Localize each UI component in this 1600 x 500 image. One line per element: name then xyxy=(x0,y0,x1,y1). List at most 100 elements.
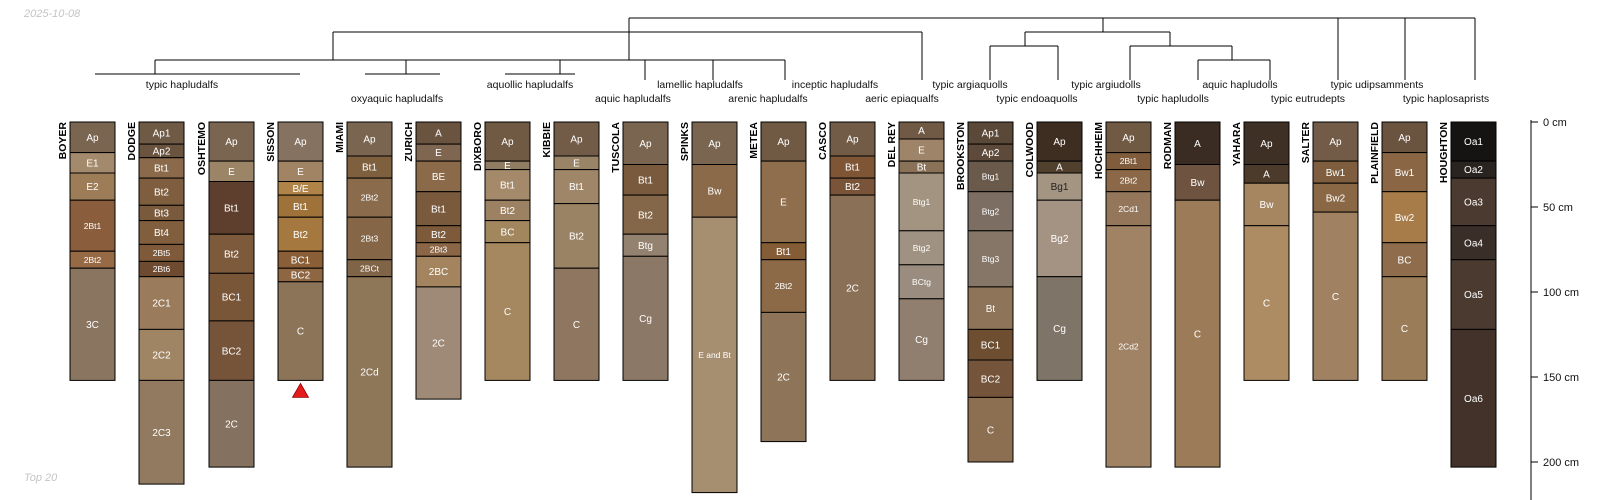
horizon-label: Bw1 xyxy=(1395,168,1415,179)
horizon-c xyxy=(1174,199,1221,468)
horizon-label: E xyxy=(918,146,925,157)
horizon-label: C xyxy=(573,320,580,331)
horizon-label: Bw1 xyxy=(1326,168,1346,179)
footer-caption: Top 20 xyxy=(24,472,58,484)
profile-houghton: HOUGHTON Oa1 Oa2 Oa3 Oa4 Oa5 Oa6 xyxy=(1438,121,1497,468)
horizon-label: BE xyxy=(432,172,446,183)
horizon-label: Cg xyxy=(639,314,652,325)
date-stamp: 2025-10-08 xyxy=(24,8,81,20)
horizon-label: 2C3 xyxy=(152,428,171,439)
horizon-label: Ap xyxy=(501,137,514,148)
taxonomy-label-typic-argiudolls: typic argiudolls xyxy=(1071,79,1140,91)
horizon-label: A xyxy=(435,129,442,140)
horizon-label: A xyxy=(1194,139,1201,150)
horizon-c xyxy=(1312,211,1359,381)
horizon-label: C xyxy=(1401,324,1408,335)
profile-name: RODMAN xyxy=(1162,122,1174,169)
horizon-label: A xyxy=(1056,163,1063,174)
horizon-c xyxy=(484,242,531,381)
taxonomy-label-typic-udipsamments: typic udipsamments xyxy=(1331,79,1424,91)
taxonomy-label-typic-hapludalfs: typic hapludalfs xyxy=(146,79,218,91)
horizon-label: E1 xyxy=(86,158,99,169)
horizon-label: 2C xyxy=(846,283,859,294)
horizon-label: Ap1 xyxy=(153,129,171,140)
horizon-2c3 xyxy=(138,379,185,485)
horizon-bg2 xyxy=(1036,199,1083,278)
horizon-ap xyxy=(208,121,255,162)
horizon-label: Ap xyxy=(86,133,99,144)
horizon-oa1 xyxy=(1450,121,1497,162)
horizon-bw1 xyxy=(1381,152,1428,193)
horizon-label: Ap xyxy=(1053,137,1066,148)
profile-name: DIXBORO xyxy=(472,122,484,171)
horizon-label: Bg1 xyxy=(1051,182,1069,193)
horizon-label: Btg2 xyxy=(982,206,1000,216)
horizon-label: Ap xyxy=(1260,139,1273,150)
taxonomy-labels: typic hapludalfs oxyaquic hapludalfs aquol… xyxy=(146,79,1489,105)
horizon-label: 2C xyxy=(432,339,445,350)
horizon-label: Bt1 xyxy=(431,204,446,215)
horizon-label: Bt1 xyxy=(362,163,377,174)
profile-name: METEA xyxy=(748,122,760,159)
horizon-bc1 xyxy=(208,272,255,322)
horizon-label: 2BC xyxy=(429,267,448,278)
profile-name: SPINKS xyxy=(679,122,691,161)
profile-name: TUSCOLA xyxy=(610,122,622,173)
profile-tuscola: TUSCOLA Ap Bt1 Bt2 Btg Cg xyxy=(610,121,669,381)
horizon-3c xyxy=(69,267,116,381)
taxonomy-label-aeric-epiaqualfs: aeric epiaqualfs xyxy=(865,93,939,105)
horizon-label: Bg2 xyxy=(1051,234,1069,245)
horizon-label: BC1 xyxy=(222,293,242,304)
horizon-2cd xyxy=(346,276,393,468)
depth-tick-label: 0 cm xyxy=(1543,117,1567,129)
horizon-label: 2Bt2 xyxy=(1120,176,1138,186)
horizon-label: Oa1 xyxy=(1464,137,1483,148)
profile-salter: SALTER Ap Bw1 Bw2 C xyxy=(1300,121,1359,381)
horizon-label: Oa3 xyxy=(1464,198,1483,209)
horizon-label: Bt1 xyxy=(154,164,169,175)
profile-name: KIBBIE xyxy=(541,122,553,158)
horizon-cg xyxy=(1036,276,1083,381)
horizon-label: B/E xyxy=(292,184,308,195)
horizon-label: Ap xyxy=(294,137,307,148)
profile-name: HOCHHEIM xyxy=(1093,122,1105,179)
horizon-ap xyxy=(69,121,116,154)
profile-casco: CASCO Ap Bt1 Bt2 2C xyxy=(817,121,876,381)
profile-name: COLWOOD xyxy=(1024,122,1036,178)
horizon-ap xyxy=(277,121,324,162)
horizon-label: Cg xyxy=(915,335,928,346)
horizon-label: Bw xyxy=(1260,200,1275,211)
horizon-label: Bt2 xyxy=(845,182,860,193)
horizon-label: Bt2 xyxy=(500,206,515,217)
horizon-cg xyxy=(898,298,945,381)
profile-name: PLAINFIELD xyxy=(1369,122,1381,184)
profile-name: BOYER xyxy=(57,122,69,160)
horizon-ap xyxy=(1105,121,1152,154)
dendrogram xyxy=(95,17,1476,80)
horizon-label: E xyxy=(228,167,235,178)
profile-yahara: YAHARA Ap A Bw C xyxy=(1231,121,1290,381)
profile-del-rey: DEL REY AE Bt Btg1 Btg2 BCtg Cg xyxy=(886,121,945,381)
profile-name: DODGE xyxy=(126,122,138,161)
profile-name: DEL REY xyxy=(886,122,898,167)
horizon-label: BC xyxy=(1398,255,1412,266)
horizon-label: BC1 xyxy=(291,255,311,266)
horizon-label: C xyxy=(1332,292,1339,303)
horizon-label: Btg3 xyxy=(982,254,1000,264)
horizon-bt xyxy=(967,286,1014,330)
horizon-label: 2BCt xyxy=(360,263,380,273)
profile-spinks: SPINKS Ap Bw E and Bt xyxy=(679,121,738,494)
horizon-label: Bt1 xyxy=(845,163,860,174)
horizon-oa3 xyxy=(1450,177,1497,227)
depth-tick-label: 150 cm xyxy=(1543,372,1579,384)
profile-name: CASCO xyxy=(817,122,829,160)
horizon-label: Ap xyxy=(225,137,238,148)
taxonomy-label-inceptic-hapludalfs: inceptic hapludalfs xyxy=(792,79,878,91)
horizon-label: 2C1 xyxy=(152,299,171,310)
horizon-label: 2C2 xyxy=(152,351,171,362)
taxonomy-label-typic-argiaquolls: typic argiaquolls xyxy=(932,79,1007,91)
horizon-bt1 xyxy=(415,191,462,227)
horizon-bg1 xyxy=(1036,172,1083,201)
horizon-label: Bt4 xyxy=(154,228,169,239)
